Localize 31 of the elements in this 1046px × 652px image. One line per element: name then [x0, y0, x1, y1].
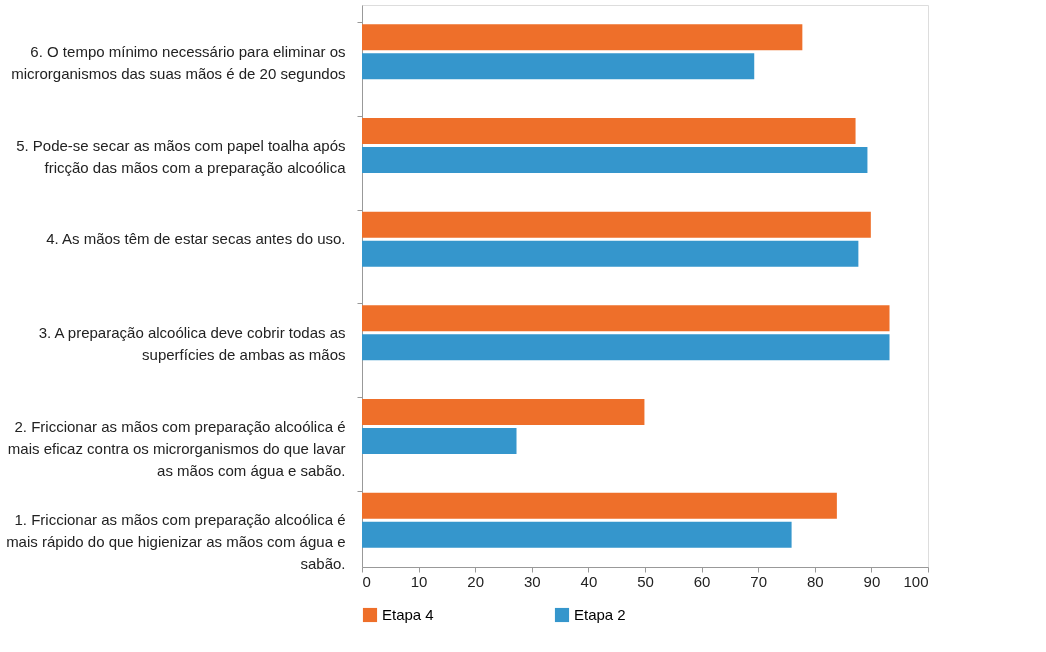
bar: [362, 521, 792, 548]
y-tick-label: 4. As mãos têm de estar secas antes do uso.: [46, 230, 346, 248]
x-tick-label: 70: [750, 572, 768, 590]
x-tick-label: 0: [362, 572, 371, 590]
bar: [362, 492, 837, 519]
x-tick-label: 50: [637, 572, 654, 590]
legend-label: Etapa 2: [574, 606, 626, 623]
y-tick-label: 2. Friccionar as mãos com preparação alcoólica é mais eficaz contra os microrganismos do que lavar as mãos com água e sabão.: [7, 417, 346, 479]
y-tick-label: 1. Friccionar as mãos com preparação alcoólica é mais rápido do que higienizar as mãos com água e sabão.: [6, 511, 346, 573]
x-tick-label: 60: [693, 572, 711, 590]
bar: [362, 428, 517, 455]
x-tick-label: 40: [580, 572, 598, 590]
y-tick-label: 6. O tempo mínimo necessário para eliminar os microrganismos das suas mãos é de 20 segundos: [11, 42, 346, 82]
bar: [362, 53, 755, 80]
bar: [362, 117, 856, 144]
x-tick-label: 100: [903, 572, 929, 590]
x-tick-label: 30: [523, 572, 541, 590]
x-tick-label: 80: [806, 572, 824, 590]
bar: [362, 334, 890, 361]
bar: [362, 305, 890, 332]
bar: [362, 398, 645, 425]
y-tick-label: 5. Pode-se secar as mãos com papel toalha após fricção das mãos com a preparação alcoólica: [16, 136, 347, 176]
x-tick-label: 10: [410, 572, 428, 590]
legend-label: Etapa 4: [382, 606, 434, 623]
x-tick-label: 20: [467, 572, 485, 590]
x-tick-label: 90: [863, 572, 881, 590]
bar: [362, 147, 868, 174]
bar: [362, 240, 859, 267]
bar: [362, 211, 871, 238]
bar: [362, 24, 803, 51]
y-tick-label: 3. A preparação alcoólica deve cobrir todas as superfícies de ambas as mãos: [38, 323, 346, 363]
